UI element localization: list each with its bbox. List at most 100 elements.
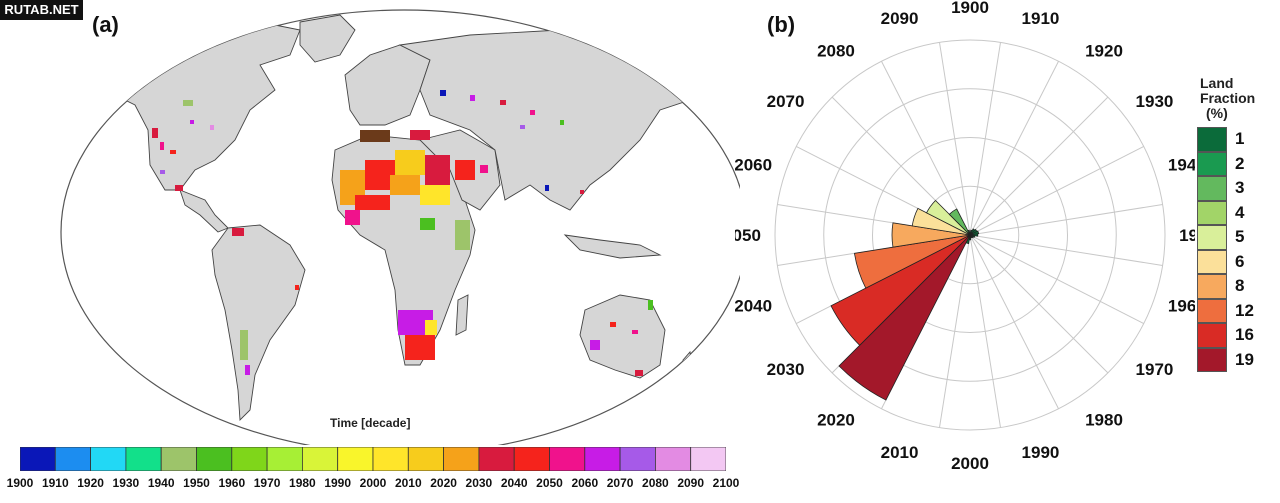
colorbar-tick-label: 2010 [394, 476, 422, 490]
colorbar-tick-label: 1910 [41, 476, 69, 490]
colorbar-tick-label: 2050 [536, 476, 563, 490]
decade-colorbar [20, 447, 726, 471]
colorbar-swatch [549, 447, 586, 471]
polar-grid-spoke [881, 61, 971, 236]
map-axis-label: Time [decade] [330, 416, 411, 430]
rose-wedge-1940 [969, 230, 980, 236]
polar-grid-circle [774, 39, 1166, 431]
angle-label: 2030 [767, 360, 805, 379]
colorbar-tick-label: 2020 [430, 476, 457, 490]
angle-label: 2050 [735, 226, 761, 245]
legend-item: 16 [1190, 323, 1280, 348]
polar-grid-spoke [969, 234, 1109, 374]
legend-swatch [1197, 347, 1227, 372]
colorbar-swatch [513, 447, 550, 471]
panel-a-label: (a) [92, 12, 119, 37]
colorbar-swatch [655, 447, 692, 471]
land-fraction-legend: Land Fraction (%) 1 2 3 4 5 6 8 12 16 19 [1190, 76, 1280, 372]
legend-label: 6 [1235, 251, 1245, 271]
polar-grid-spoke [939, 42, 971, 236]
angle-label: 2090 [881, 9, 919, 28]
colorbar-swatch [337, 447, 374, 471]
colorbar-tick-label: 1930 [112, 476, 140, 490]
colorbar-tick-label: 1980 [289, 476, 316, 490]
legend-label: 12 [1235, 300, 1254, 320]
legend-item: 5 [1190, 225, 1280, 250]
legend-title: Land Fraction (%) [1190, 76, 1280, 121]
legend-label: 5 [1235, 227, 1245, 247]
rose-wedge-2090 [967, 229, 971, 236]
watermark: RUTAB.NET [0, 0, 83, 20]
legend-swatch [1197, 176, 1227, 201]
rose-wedge-1950 [969, 233, 979, 237]
rose-wedge-2070 [926, 199, 971, 236]
land-australia [579, 294, 666, 379]
angle-label: 1970 [1136, 360, 1174, 379]
colorbar-tick-label: 2070 [606, 476, 634, 490]
land-indonesia [563, 234, 662, 259]
colorbar-swatch [90, 447, 127, 471]
colorbar-tick-label: 1920 [77, 476, 104, 490]
legend-item: 4 [1190, 200, 1280, 225]
rose-wedge-2030 [830, 234, 971, 346]
legend-label: 16 [1235, 325, 1254, 345]
colorbar-tick-label: 2030 [465, 476, 493, 490]
colorbar-swatch [478, 447, 515, 471]
angle-label: 1920 [1085, 42, 1123, 61]
legend-swatch [1197, 274, 1227, 299]
rose-wedge-2020 [838, 234, 971, 401]
legend-label: 3 [1235, 178, 1245, 198]
angle-label: 2010 [881, 443, 919, 462]
legend-item: 2 [1190, 151, 1280, 176]
legend-label: 1 [1235, 129, 1245, 149]
land-europe [344, 44, 431, 126]
angle-label: 2040 [735, 296, 772, 315]
angle-label: 2060 [735, 156, 772, 175]
polar-rose-chart: 1900 1910 1920 1930 1940 1950 1960 1970 1980 1990… [735, 0, 1195, 473]
polar-grid-spoke [969, 61, 1059, 236]
colorbar-tick-label: 2100 [712, 476, 740, 490]
colorbar-swatch [160, 447, 197, 471]
colorbar-swatch [196, 447, 233, 471]
colorbar-tick-label: 2090 [677, 476, 705, 490]
rose-wedge-2040 [853, 234, 971, 289]
legend-item: 12 [1190, 298, 1280, 323]
panel-b-label: (b) [767, 12, 796, 37]
colorbar-swatch [584, 447, 621, 471]
colorbar-swatch [443, 447, 480, 471]
polar-grid-spoke [969, 146, 1144, 236]
polar-grid-spoke [969, 234, 1163, 266]
colorbar-swatch [20, 447, 56, 471]
legend-swatch [1197, 200, 1227, 225]
polar-grid-spoke [969, 96, 1109, 236]
legend-item: 19 [1190, 347, 1280, 372]
colorbar-tick-label: 1970 [253, 476, 281, 490]
angle-label: 2080 [817, 42, 855, 61]
legend-title-line: (%) [1206, 105, 1228, 121]
polar-grid-circle [872, 137, 1068, 333]
angle-label: 1990 [1022, 443, 1060, 462]
angle-label: 2020 [817, 410, 855, 429]
angle-label: 2000 [951, 454, 989, 473]
legend-item: 8 [1190, 274, 1280, 299]
legend-item: 6 [1190, 249, 1280, 274]
colorbar-tick-label: 2060 [571, 476, 599, 490]
angle-label: 1900 [951, 0, 989, 17]
colorbar-tick-label: 1950 [183, 476, 210, 490]
legend-label: 19 [1235, 349, 1254, 369]
angle-label: 1960 [1168, 296, 1195, 315]
rose-wedge-2050 [891, 222, 971, 248]
land-greenland [299, 14, 356, 63]
polar-grid-spoke [969, 42, 1001, 236]
rose-wedge-2060 [911, 207, 971, 236]
colorbar-swatch [54, 447, 91, 471]
polar-grid-circle [823, 88, 1117, 382]
land-central-america [179, 189, 229, 233]
legend-title-line: Land [1200, 75, 1234, 91]
legend-title-line: Fraction [1200, 90, 1256, 106]
angle-label: 1950 [1179, 226, 1195, 245]
polar-grid-spoke [969, 234, 1001, 428]
legend-swatch [1197, 127, 1227, 152]
colorbar-tick-label: 2000 [359, 476, 387, 490]
legend-label: 2 [1235, 153, 1245, 173]
